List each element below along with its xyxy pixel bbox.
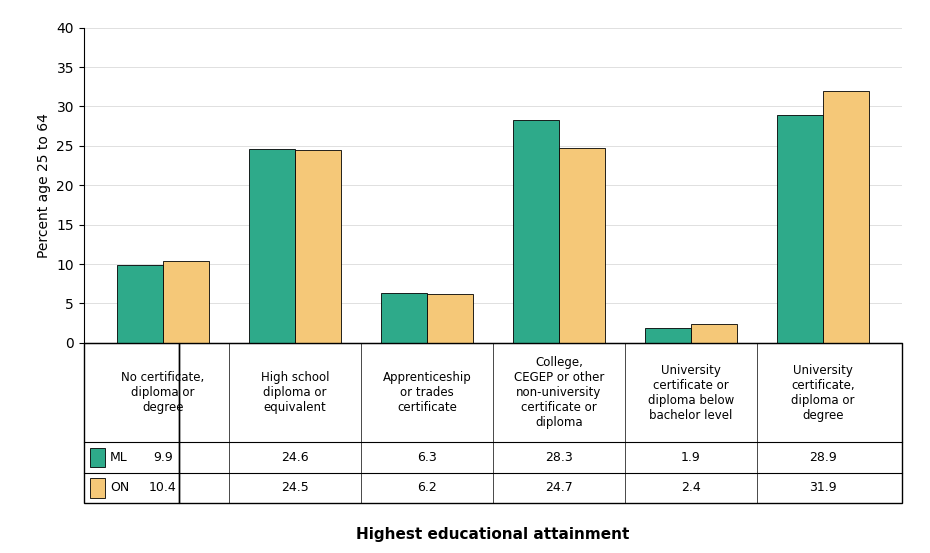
Text: College,
CEGEP or other
non-university
certificate or
diploma: College, CEGEP or other non-university c… — [513, 356, 604, 429]
Bar — [691, 324, 737, 343]
Bar — [116, 265, 163, 343]
Bar — [559, 148, 605, 343]
Bar — [84, 343, 179, 503]
Text: 9.9: 9.9 — [153, 451, 173, 464]
Bar — [90, 448, 105, 467]
Text: 31.9: 31.9 — [809, 482, 837, 494]
Text: University
certificate,
diploma or
degree: University certificate, diploma or degre… — [791, 363, 855, 421]
Text: Highest educational attainment: Highest educational attainment — [356, 527, 630, 542]
Bar — [380, 293, 427, 343]
Text: No certificate,
diploma or
degree: No certificate, diploma or degree — [121, 371, 205, 414]
Text: 24.6: 24.6 — [281, 451, 309, 464]
Bar — [163, 261, 209, 343]
Bar — [823, 91, 870, 343]
Text: University
certificate or
diploma below
bachelor level: University certificate or diploma below … — [648, 363, 734, 421]
Text: Apprenticeship
or trades
certificate: Apprenticeship or trades certificate — [382, 371, 472, 414]
Text: 24.5: 24.5 — [281, 482, 309, 494]
Text: 6.2: 6.2 — [417, 482, 437, 494]
Bar — [512, 120, 559, 343]
Y-axis label: Percent age 25 to 64: Percent age 25 to 64 — [37, 113, 51, 258]
Text: 6.3: 6.3 — [417, 451, 437, 464]
Text: ON: ON — [110, 482, 129, 494]
Text: 28.9: 28.9 — [809, 451, 837, 464]
Text: 1.9: 1.9 — [681, 451, 701, 464]
Bar — [427, 294, 473, 343]
Text: ML: ML — [110, 451, 127, 464]
Text: 10.4: 10.4 — [149, 482, 177, 494]
Bar — [90, 478, 105, 498]
Bar — [644, 328, 691, 343]
Bar — [179, 343, 902, 503]
Text: High school
diploma or
equivalent: High school diploma or equivalent — [260, 371, 329, 414]
Text: 2.4: 2.4 — [681, 482, 701, 494]
Bar — [248, 149, 295, 343]
Text: 24.7: 24.7 — [545, 482, 573, 494]
Bar — [295, 150, 341, 343]
Bar — [777, 115, 823, 343]
Text: 28.3: 28.3 — [545, 451, 573, 464]
